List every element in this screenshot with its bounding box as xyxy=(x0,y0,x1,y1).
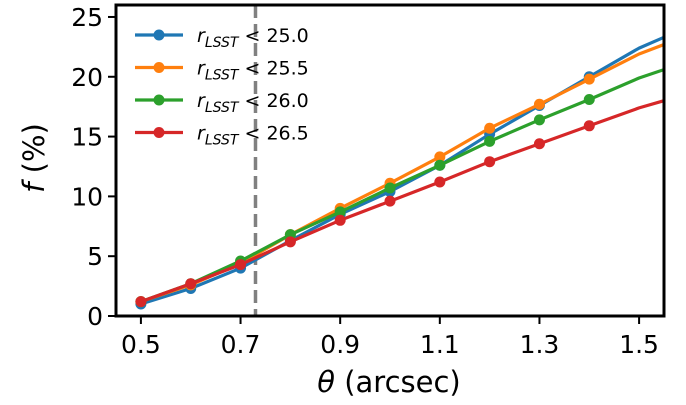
legend-label: rLSST < 26.5 xyxy=(197,123,309,149)
series-3 xyxy=(135,99,664,308)
y-axis: 0 5 10 15 20 25 xyxy=(71,3,116,331)
y-tick-label: 0 xyxy=(87,302,103,331)
legend-label: rLSST < 26.0 xyxy=(197,90,309,116)
legend-item: rLSST < 26.0 xyxy=(135,90,309,116)
data-point xyxy=(235,259,247,271)
data-point xyxy=(434,176,446,188)
y-tick-label: 5 xyxy=(87,242,103,271)
legend-marker xyxy=(153,62,165,73)
legend-label: rLSST < 25.5 xyxy=(197,58,309,84)
x-tick-label: 1.1 xyxy=(420,330,460,359)
data-point xyxy=(334,206,346,218)
plot-area xyxy=(135,5,664,316)
x-axis-label: θ (arcsec) xyxy=(317,365,461,399)
data-point xyxy=(334,214,346,226)
data-point xyxy=(185,278,197,290)
x-tick-label: 0.9 xyxy=(320,330,360,359)
x-axis: 0.5 0.7 0.9 1.1 1.3 1.5 xyxy=(121,316,659,359)
plot-frame xyxy=(114,3,666,318)
data-point xyxy=(384,195,396,207)
data-point xyxy=(434,159,446,171)
y-tick-label: 20 xyxy=(71,63,103,92)
x-tick-label: 1.5 xyxy=(619,330,659,359)
legend-marker xyxy=(153,127,165,138)
legend-item: rLSST < 25.5 xyxy=(135,58,309,84)
data-point xyxy=(284,236,296,248)
legend-marker xyxy=(153,94,165,106)
y-tick-label: 15 xyxy=(71,123,103,152)
y-tick-label: 25 xyxy=(71,3,103,32)
data-point xyxy=(583,120,595,132)
series-1 xyxy=(135,43,664,308)
data-point xyxy=(384,182,396,194)
x-tick-label: 0.7 xyxy=(221,330,261,359)
data-point xyxy=(135,296,147,308)
data-point xyxy=(583,73,595,85)
data-point xyxy=(484,135,496,147)
series-line xyxy=(140,68,664,304)
data-point xyxy=(434,151,446,163)
x-tick-label: 1.3 xyxy=(520,330,560,359)
legend-item: rLSST < 26.5 xyxy=(135,123,309,149)
data-point xyxy=(484,156,496,168)
data-point xyxy=(484,122,496,134)
x-tick-label: 0.5 xyxy=(121,330,161,359)
legend-item: rLSST < 25.0 xyxy=(135,25,309,51)
data-point xyxy=(533,114,545,126)
series-line xyxy=(140,99,664,304)
data-point xyxy=(533,98,545,110)
legend-label: rLSST < 25.0 xyxy=(197,25,309,51)
y-axis-label: f (%) xyxy=(17,123,51,193)
legend: rLSST < 25.0 rLSST < 25.5 rLSST < 26.0 rLSS… xyxy=(135,25,309,149)
data-point xyxy=(583,93,595,105)
data-point xyxy=(533,138,545,150)
series-line xyxy=(140,35,664,306)
legend-marker xyxy=(153,29,165,41)
y-tick-label: 10 xyxy=(71,182,103,211)
